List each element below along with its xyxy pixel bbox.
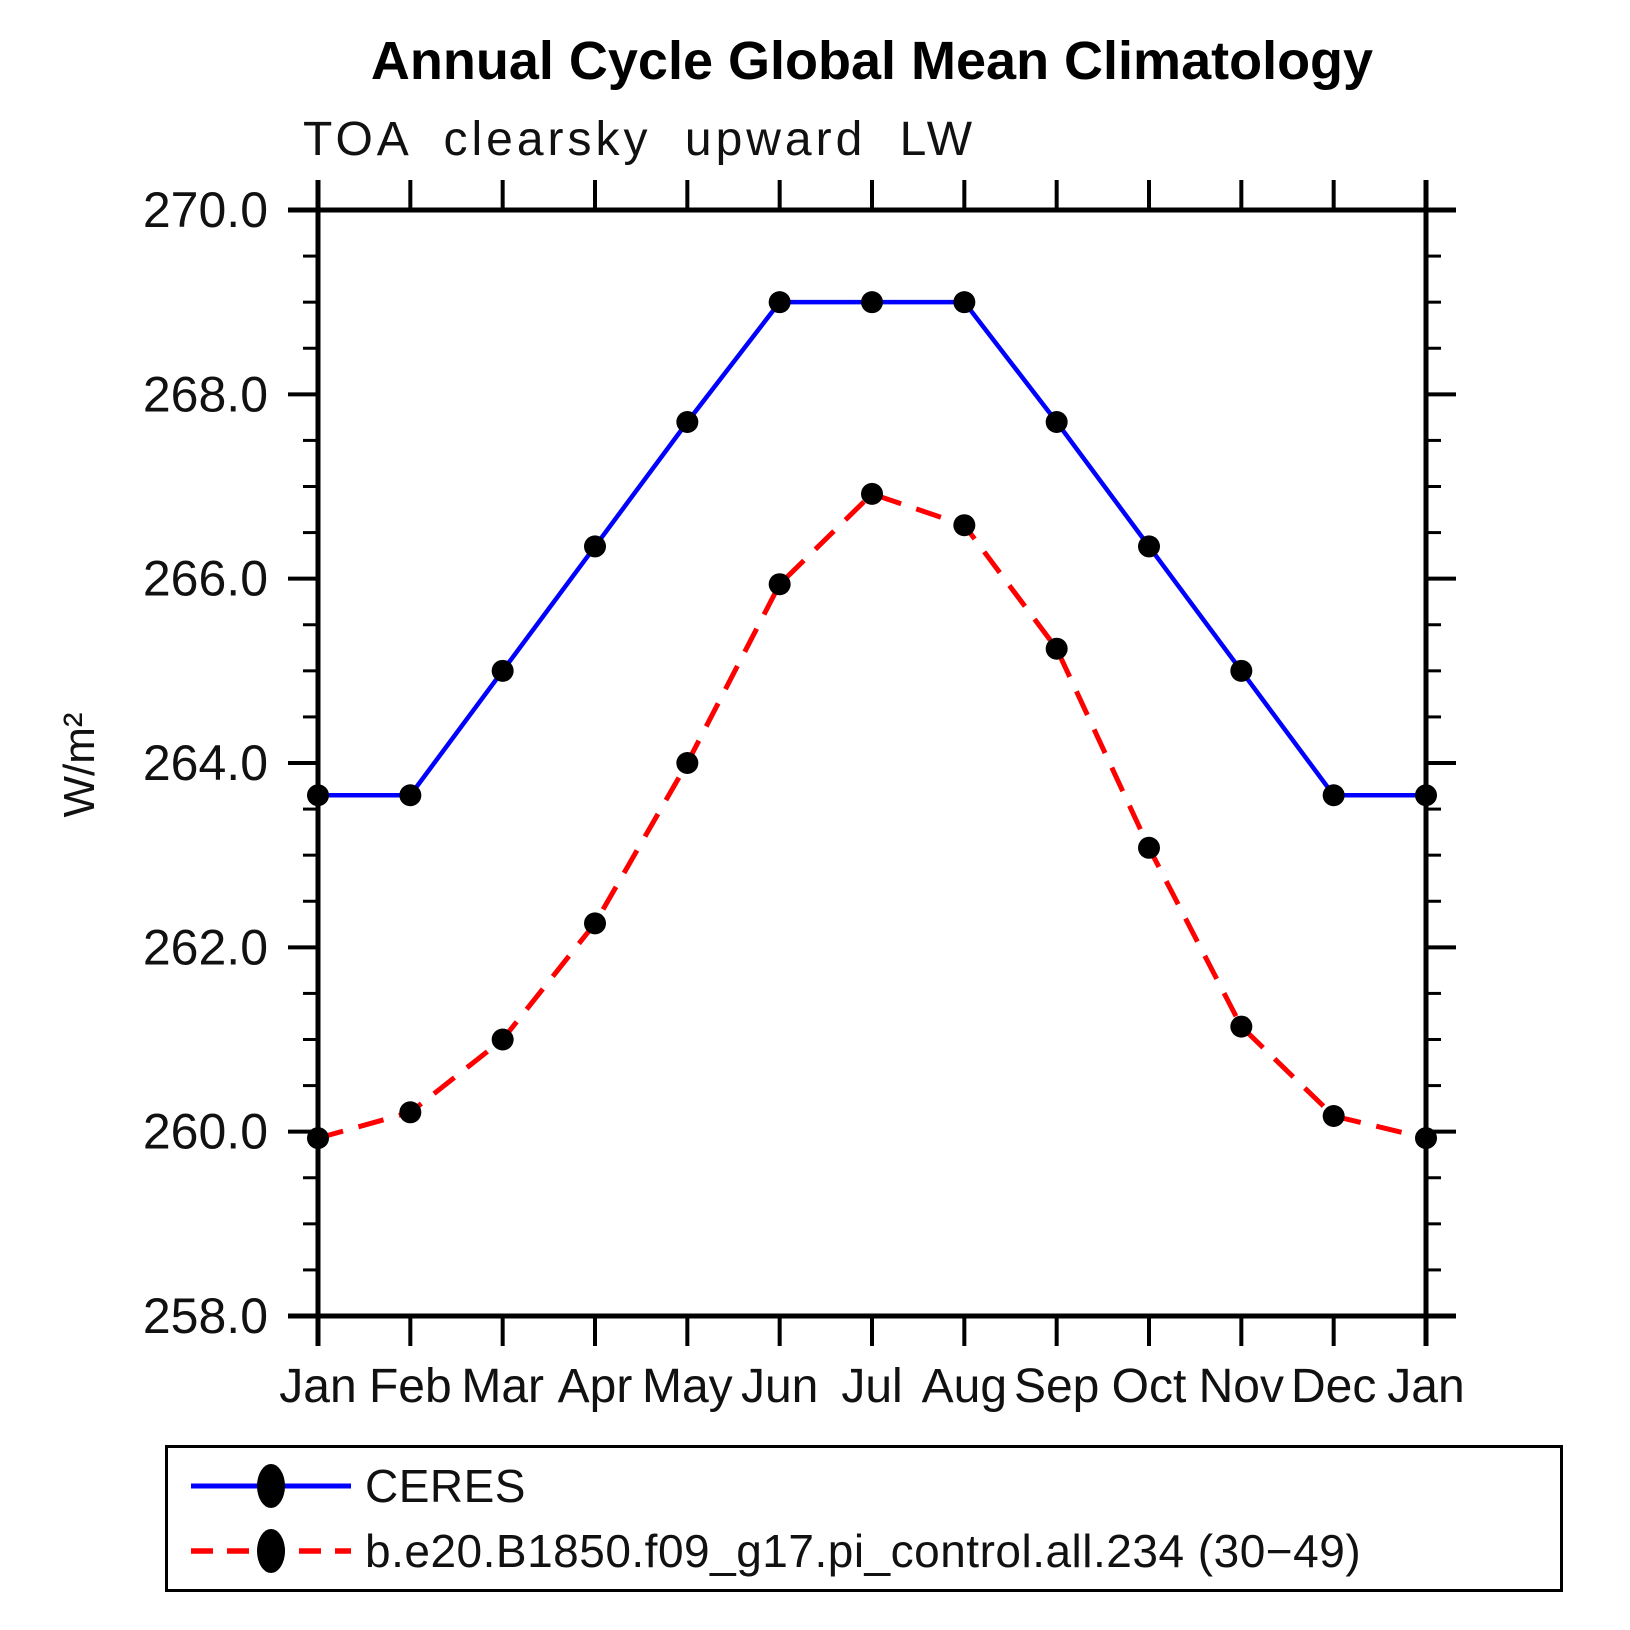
series-0-point — [1322, 784, 1345, 807]
x-tick-label: Jul — [841, 1360, 902, 1413]
x-tick-label: Jan — [279, 1360, 356, 1413]
y-tick-label: 260.0 — [143, 1104, 268, 1160]
series-0-point — [1230, 659, 1253, 682]
legend-line-sample-ceres — [191, 1463, 351, 1508]
x-tick-label: Nov — [1199, 1360, 1284, 1413]
series-0-point — [768, 291, 791, 314]
y-tick-label: 270.0 — [143, 182, 268, 238]
legend-marker-icon — [257, 1529, 285, 1574]
series-1-point — [399, 1101, 422, 1124]
series-0-point — [1045, 410, 1068, 433]
series-1-point — [1230, 1015, 1253, 1038]
y-tick-label: 262.0 — [143, 919, 268, 975]
series-0-point — [676, 410, 699, 433]
series-0-point — [861, 291, 883, 314]
x-tick-label: Apr — [558, 1360, 633, 1413]
series-1-point — [491, 1028, 514, 1051]
series-1-point — [861, 482, 883, 505]
legend-marker-icon — [257, 1463, 285, 1508]
series-0-point — [1138, 535, 1160, 558]
series-1-point — [1322, 1104, 1345, 1127]
x-tick-label: Jan — [1387, 1360, 1464, 1413]
series-0-point — [491, 659, 514, 682]
x-tick-label: May — [642, 1360, 733, 1413]
x-tick-label: Dec — [1291, 1360, 1376, 1413]
x-tick-label: Jun — [741, 1360, 818, 1413]
series-1-point — [768, 573, 791, 596]
series-0-line — [318, 299, 1426, 798]
series-1-point — [1045, 637, 1068, 660]
series-0-point — [584, 535, 606, 558]
series-1-point — [307, 1127, 329, 1150]
x-tick-label: Sep — [1014, 1360, 1099, 1413]
series-1-point — [676, 752, 699, 774]
series-1-point — [1138, 836, 1160, 859]
legend-item-model: b.e20.B1850.f09_g17.pi_control.all.234 (… — [168, 1523, 1560, 1579]
series-1-point — [584, 912, 606, 935]
y-tick-label: 264.0 — [143, 735, 268, 791]
y-tick-label: 266.0 — [143, 551, 268, 607]
x-tick-label: Mar — [461, 1360, 544, 1413]
x-tick-label: Aug — [922, 1360, 1007, 1413]
legend-label-ceres: CERES — [365, 1459, 526, 1512]
series-0-point — [953, 291, 976, 314]
chart-subtitle: TOA clearsky upward LW — [303, 113, 977, 166]
x-tick-label: Feb — [369, 1360, 452, 1413]
legend-label-model: b.e20.B1850.f09_g17.pi_control.all.234 (… — [365, 1525, 1362, 1578]
x-tick-label: Oct — [1112, 1360, 1187, 1413]
series-0-point — [307, 784, 329, 807]
series-1-point — [1415, 1127, 1437, 1150]
series-1-line — [317, 491, 1427, 1141]
legend-line-sample-model — [191, 1529, 351, 1574]
series-1-point — [953, 514, 976, 537]
y-tick-label: 268.0 — [143, 366, 268, 422]
legend: CERES b.e20.B1850.f09_g17.pi_control.all… — [165, 1445, 1563, 1592]
chart-title: Annual Cycle Global Mean Climatology — [370, 31, 1374, 91]
y-tick-label: 258.0 — [143, 1288, 268, 1344]
legend-item-ceres: CERES — [168, 1458, 1560, 1514]
series-0-point — [399, 784, 422, 807]
series-0-point — [1415, 784, 1437, 807]
